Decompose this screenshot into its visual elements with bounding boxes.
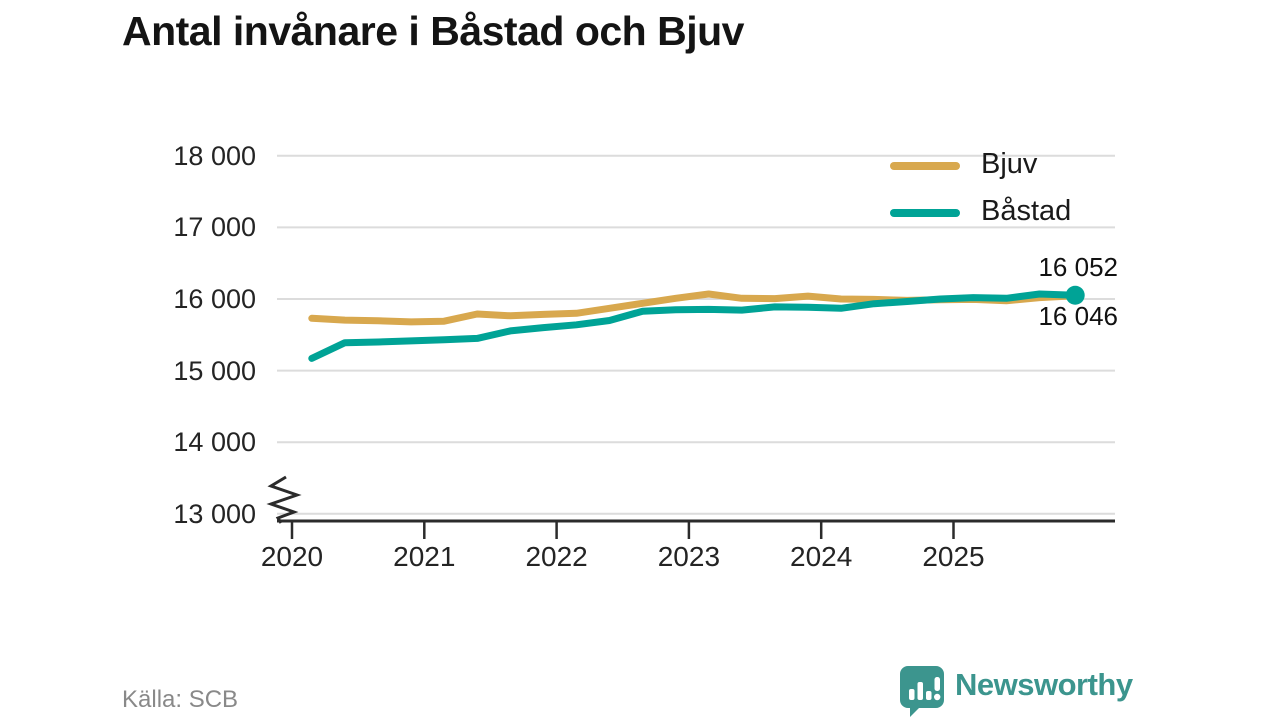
legend-swatch-bjuv	[890, 162, 960, 170]
y-tick-label: 14 000	[173, 427, 256, 458]
legend-swatch-bastad	[890, 209, 960, 217]
x-tick-label: 2020	[260, 541, 324, 572]
y-tick-label: 18 000	[173, 140, 256, 171]
x-tick-label: 2023	[657, 541, 721, 572]
chart-plot-svg	[266, 154, 1115, 539]
legend-item-bjuv: Bjuv	[890, 146, 1110, 193]
end-label-bastad: 16 052	[1038, 252, 1118, 282]
y-tick-label: 17 000	[173, 212, 256, 243]
x-tick-label: 2021	[393, 541, 456, 572]
x-tick-label: 2022	[525, 541, 588, 572]
source-label: Källa: SCB	[122, 686, 239, 713]
legend-item-bastad: Båstad	[890, 193, 1110, 240]
chart-title: Antal invånare i Båstad och Bjuv	[122, 8, 744, 54]
y-tick-label: 13 000	[173, 498, 256, 529]
legend-label-bjuv: Bjuv	[981, 148, 1038, 180]
legend-label-bastad: Båstad	[981, 195, 1072, 227]
newsworthy-wordmark: Newsworthy	[955, 667, 1133, 702]
x-tick-label: 2025	[922, 541, 985, 572]
end-label-bjuv: 16 046	[1038, 301, 1118, 331]
series-line-båstad	[308, 290, 1079, 362]
axis-break-icon	[266, 475, 302, 524]
newsworthy-logo-icon	[900, 666, 944, 717]
x-tick-label: 2024	[790, 541, 853, 572]
end-dot	[1065, 285, 1085, 305]
y-tick-label: 15 000	[173, 355, 256, 386]
legend: Bjuv Båstad	[890, 146, 1110, 240]
y-tick-label: 16 000	[173, 284, 256, 314]
